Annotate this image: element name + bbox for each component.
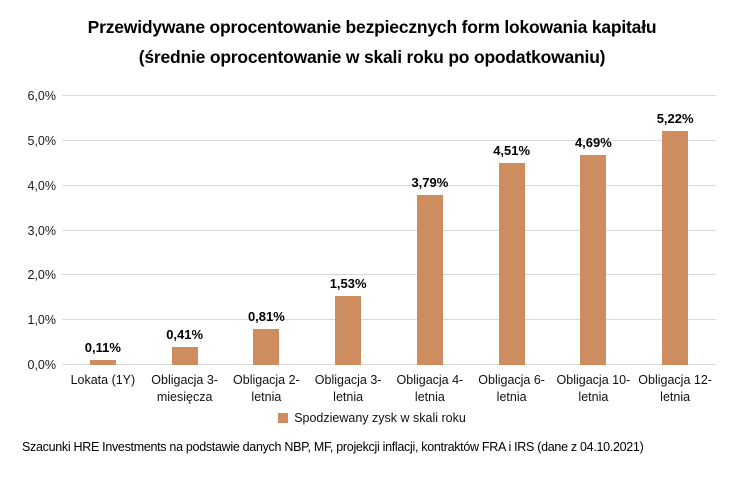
- x-category-line: Lokata (1Y): [70, 373, 136, 387]
- bar: [171, 346, 198, 365]
- x-category-line: Obligacja 12-: [638, 373, 712, 387]
- x-category-line: letnia: [660, 390, 691, 404]
- bar-slot: 4,69%: [553, 96, 635, 365]
- bar-slot: 5,22%: [634, 96, 716, 365]
- y-tick-label: 1,0%: [27, 313, 57, 328]
- bar-value-label: 0,11%: [84, 340, 121, 356]
- bar-slot: 3,79%: [389, 96, 471, 365]
- gridline: [62, 274, 716, 276]
- bar-slot: 1,53%: [307, 96, 389, 365]
- bar: [253, 328, 280, 365]
- legend: Spodziewany zysk w skali roku: [0, 411, 744, 425]
- bar: [416, 195, 443, 365]
- x-category-line: letnia: [333, 390, 364, 404]
- x-category-line: Obligacja 4-: [396, 373, 464, 387]
- x-axis: Lokata (1Y) Obligacja 3- miesięcza Obligacj…: [62, 372, 716, 410]
- x-category-line: Obligacja 10-: [556, 373, 631, 387]
- gridline: [62, 139, 716, 141]
- bar-value-label: 4,51%: [493, 142, 531, 158]
- gridline: [62, 364, 716, 365]
- y-tick-label: 4,0%: [27, 178, 57, 193]
- x-category-line: Obligacja 3-: [314, 373, 382, 387]
- bar-value-label: 4,69%: [574, 134, 612, 150]
- source-note: Szacunki HRE Investments na podstawie da…: [22, 440, 644, 454]
- bar-value-label: 5,22%: [656, 110, 694, 126]
- bar-value-label: 0,41%: [166, 326, 204, 342]
- x-category-label: Obligacja 2- letnia: [226, 372, 308, 406]
- bar-value-label: 3,79%: [411, 175, 449, 191]
- y-tick-label: 2,0%: [27, 268, 57, 283]
- bar-slot: 0,41%: [144, 96, 226, 365]
- y-tick-label: 6,0%: [27, 89, 57, 103]
- bar-slot: 0,81%: [226, 96, 308, 365]
- x-category-line: letnia: [496, 390, 527, 404]
- gridline: [62, 95, 716, 96]
- gridline: [62, 319, 716, 321]
- x-category-label: Lokata (1Y): [62, 372, 144, 389]
- bar: [89, 360, 116, 365]
- y-axis: 0,0% 1,0% 2,0% 3,0% 4,0% 5,0% 6,0%: [0, 89, 57, 372]
- x-category-label: Obligacja 6- letnia: [471, 372, 553, 406]
- x-category-line: letnia: [578, 390, 609, 404]
- bar: [662, 130, 689, 365]
- x-category-label: Obligacja 10- letnia: [553, 372, 635, 406]
- x-category-label: Obligacja 4- letnia: [389, 372, 471, 406]
- x-category-label: Obligacja 12- letnia: [634, 372, 716, 406]
- bar: [335, 296, 362, 365]
- x-category-line: letnia: [414, 390, 445, 404]
- chart-title-line2: (średnie oprocentowanie w skali roku po …: [138, 47, 606, 67]
- x-category-line: Obligacja 2-: [233, 373, 300, 387]
- y-tick-label: 3,0%: [27, 223, 57, 238]
- x-category-label: Obligacja 3- letnia: [307, 372, 389, 406]
- x-category-line: letnia: [251, 390, 282, 404]
- y-tick-label: 5,0%: [27, 133, 57, 148]
- bar-slot: 4,51%: [471, 96, 553, 365]
- x-category-label: Obligacja 3- miesięcza: [144, 372, 226, 406]
- bar-slot: 0,11%: [62, 96, 144, 365]
- bar-value-label: 0,81%: [247, 308, 285, 324]
- gridline: [62, 184, 716, 186]
- x-category-line: Obligacja 6-: [478, 373, 545, 387]
- plot-area: 0,11% 0,41% 0,81% 1,53% 3,79% 4,51% 4,69% 5,22%: [62, 95, 716, 365]
- x-category-line: Obligacja 3-: [151, 373, 218, 387]
- legend-label: Spodziewany zysk w skali roku: [294, 411, 466, 425]
- bar-value-label: 1,53%: [329, 276, 367, 292]
- gridline: [62, 229, 716, 231]
- legend-swatch-icon: [278, 413, 289, 423]
- chart-title: Przewidywane oprocentowanie bezpiecznych…: [0, 12, 744, 72]
- x-category-line: miesięcza: [156, 390, 213, 404]
- bar: [498, 162, 525, 365]
- chart-title-line1: Przewidywane oprocentowanie bezpiecznych…: [87, 17, 657, 37]
- y-tick-label: 0,0%: [27, 358, 57, 372]
- bar: [580, 154, 607, 365]
